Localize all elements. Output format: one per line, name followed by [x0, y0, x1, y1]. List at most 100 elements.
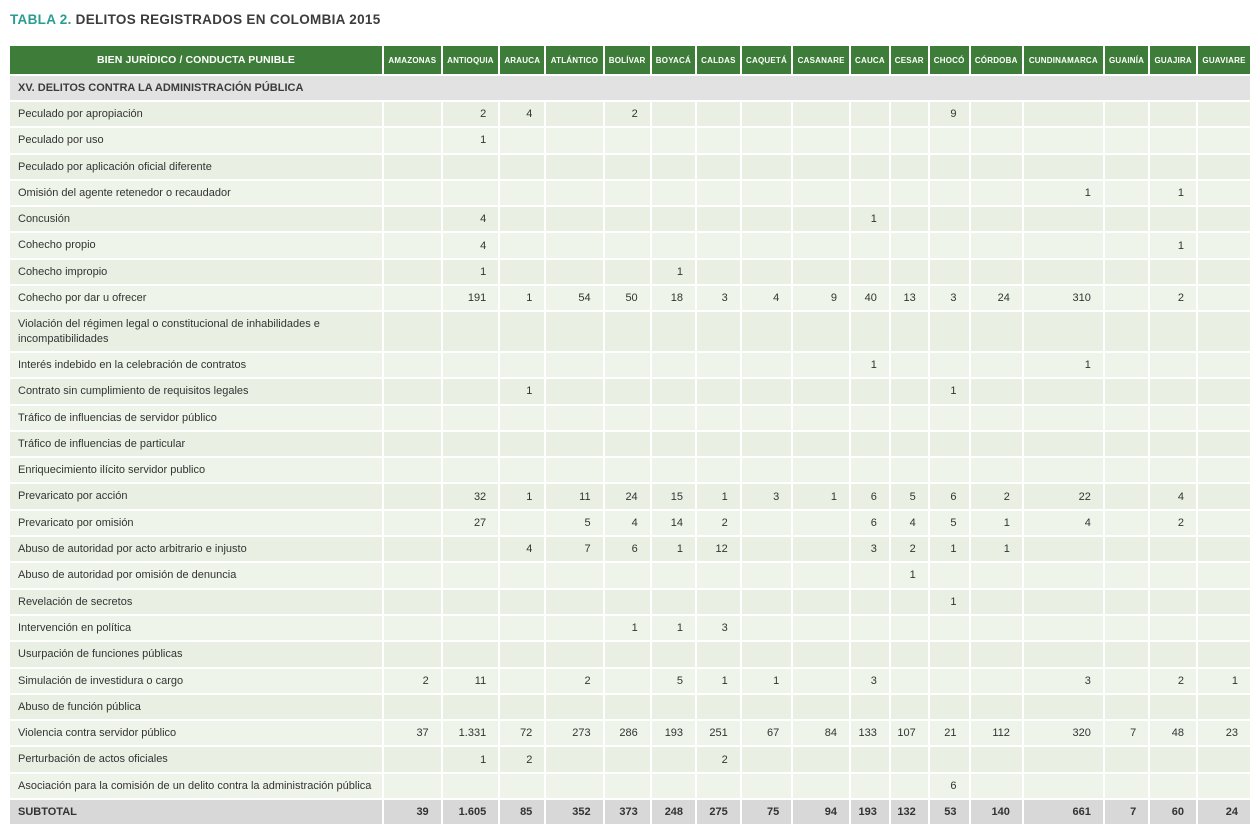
value-cell-casanare — [791, 456, 852, 485]
value-cell-arauca — [498, 561, 547, 590]
value-cell-cauca: 6 — [849, 482, 891, 511]
value-cell-cesar — [888, 152, 930, 181]
value-cell-choco: 1 — [927, 377, 971, 406]
table-row: Abuso de autoridad por acto arbitrario e… — [8, 535, 1252, 564]
value-cell-cordoba — [968, 692, 1024, 722]
value-cell-amazonas — [382, 640, 443, 669]
value-cell-cesar — [888, 205, 930, 234]
value-cell-atlantico: 11 — [544, 482, 605, 511]
value-cell-choco — [927, 310, 971, 353]
table-row: Abuso de función pública — [8, 692, 1252, 722]
value-cell-caldas: 275 — [695, 798, 742, 827]
value-cell-atlantico — [544, 771, 605, 801]
value-cell-cordoba: 2 — [968, 482, 1024, 511]
value-cell-choco: 21 — [927, 719, 971, 748]
value-cell-arauca: 85 — [498, 798, 547, 827]
header-col-arauca: ARAUCA — [498, 44, 547, 76]
value-cell-atlantico — [544, 126, 605, 155]
value-cell-amazonas — [382, 456, 443, 485]
value-cell-guainia: 7 — [1102, 798, 1151, 827]
value-cell-atlantico — [544, 350, 605, 380]
value-cell-atlantico: 5 — [544, 508, 605, 538]
value-cell-guaviare — [1196, 257, 1252, 287]
value-cell-choco — [927, 429, 971, 459]
table-head: BIEN JURÍDICO / CONDUCTA PUNIBLE AMAZONA… — [8, 44, 1252, 76]
value-cell-arauca: 2 — [498, 745, 547, 774]
row-label: Usurpación de funciones públicas — [8, 640, 384, 669]
value-cell-antioquia: 11 — [440, 666, 501, 695]
value-cell-atlantico — [544, 692, 605, 722]
row-label: Prevaricato por acción — [8, 482, 384, 511]
value-cell-guaviare — [1196, 508, 1252, 538]
section-row: XV. DELITOS CONTRA LA ADMINISTRACIÓN PÚB… — [8, 74, 1252, 102]
value-cell-choco — [927, 456, 971, 485]
header-col-cesar: CESAR — [888, 44, 930, 76]
value-cell-boyaca — [649, 205, 698, 234]
value-cell-bolivar: 286 — [602, 719, 652, 748]
value-cell-guaviare — [1196, 178, 1252, 208]
value-cell-guajira — [1148, 535, 1199, 564]
value-cell-cauca: 3 — [849, 535, 891, 564]
value-cell-guaviare — [1196, 771, 1252, 801]
row-label: Tráfico de influencias de particular — [8, 429, 384, 459]
value-cell-cundinamarca — [1021, 640, 1105, 669]
value-cell-choco — [927, 666, 971, 695]
value-cell-boyaca: 1 — [649, 613, 698, 643]
value-cell-amazonas: 39 — [382, 798, 443, 827]
value-cell-cesar — [888, 99, 930, 129]
value-cell-amazonas — [382, 403, 443, 432]
value-cell-amazonas — [382, 535, 443, 564]
value-cell-bolivar — [602, 205, 652, 234]
value-cell-bolivar — [602, 152, 652, 181]
value-cell-cordoba — [968, 403, 1024, 432]
value-cell-guainia — [1102, 666, 1151, 695]
table-row: Omisión del agente retenedor o recaudado… — [8, 178, 1252, 208]
value-cell-cauca — [849, 178, 891, 208]
value-cell-cundinamarca — [1021, 377, 1105, 406]
value-cell-bolivar — [602, 178, 652, 208]
header-col-guainia: GUAINÍA — [1102, 44, 1151, 76]
value-cell-caldas — [695, 350, 742, 380]
value-cell-guainia — [1102, 99, 1151, 129]
value-cell-antioquia — [440, 640, 501, 669]
value-cell-cordoba — [968, 771, 1024, 801]
value-cell-antioquia: 191 — [440, 284, 501, 313]
value-cell-caldas — [695, 99, 742, 129]
table-row: Prevaricato por omisión 27 5 4 14 2 6 4 5 1 4 2 — [8, 508, 1252, 538]
value-cell-caqueta — [739, 771, 794, 801]
value-cell-casanare — [791, 152, 852, 181]
value-cell-atlantico — [544, 640, 605, 669]
page: TABLA 2. DELITOS REGISTRADOS EN COLOMBIA … — [8, 12, 1252, 827]
value-cell-guaviare — [1196, 310, 1252, 353]
value-cell-cordoba — [968, 231, 1024, 260]
value-cell-cauca — [849, 152, 891, 181]
value-cell-cordoba — [968, 377, 1024, 406]
value-cell-guainia — [1102, 152, 1151, 181]
value-cell-choco — [927, 350, 971, 380]
value-cell-antioquia — [440, 178, 501, 208]
value-cell-casanare — [791, 403, 852, 432]
value-cell-cesar — [888, 640, 930, 669]
value-cell-cordoba — [968, 429, 1024, 459]
value-cell-cundinamarca — [1021, 126, 1105, 155]
value-cell-antioquia — [440, 692, 501, 722]
value-cell-cauca — [849, 99, 891, 129]
value-cell-cordoba — [968, 178, 1024, 208]
table-row: Cohecho propio 4 1 — [8, 231, 1252, 260]
value-cell-antioquia — [440, 561, 501, 590]
value-cell-cesar: 4 — [888, 508, 930, 538]
value-cell-guainia — [1102, 482, 1151, 511]
value-cell-caqueta — [739, 99, 794, 129]
value-cell-bolivar: 2 — [602, 99, 652, 129]
header-col-caldas: CALDAS — [695, 44, 742, 76]
value-cell-choco — [927, 613, 971, 643]
value-cell-cesar — [888, 771, 930, 801]
value-cell-caldas: 2 — [695, 508, 742, 538]
value-cell-caqueta — [739, 456, 794, 485]
value-cell-cauca — [849, 429, 891, 459]
value-cell-cauca — [849, 587, 891, 616]
value-cell-caqueta — [739, 587, 794, 616]
value-cell-antioquia — [440, 403, 501, 432]
row-label: Contrato sin cumplimiento de requisitos … — [8, 377, 384, 406]
value-cell-caldas: 3 — [695, 284, 742, 313]
